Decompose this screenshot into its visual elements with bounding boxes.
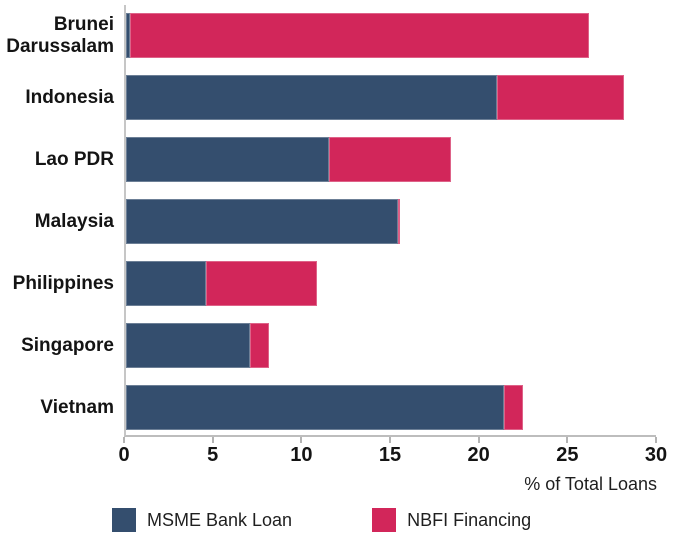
x-tick-label-5: 5 <box>207 444 219 466</box>
bar-row-singapore <box>126 323 656 368</box>
plot-region: Brunei Darussalam Indonesia Lao PDR Malaysi… <box>0 5 673 437</box>
stacked-bar-indonesia <box>126 75 656 120</box>
bar-row-philippines <box>126 261 656 306</box>
nbfi-color-swatch <box>372 508 397 532</box>
bar-segment-msme-bank-loan-brunei-darussalam <box>126 13 130 58</box>
legend-item-nbfi: NBFI Financing <box>372 508 531 532</box>
bar-row-brunei-darussalam <box>126 13 656 58</box>
category-label-vietnam: Vietnam <box>40 396 114 418</box>
x-tick-5 <box>211 437 214 443</box>
bar-segment-msme-bank-loan-philippines <box>126 261 206 306</box>
x-tick-label-0: 0 <box>118 444 130 466</box>
bar-segment-nbfi-financing-vietnam <box>504 385 524 430</box>
bar-row-malaysia <box>126 199 656 244</box>
legend-label-msme: MSME Bank Loan <box>147 509 293 530</box>
bar-segment-msme-bank-loan-indonesia <box>126 75 497 120</box>
stacked-bar-philippines <box>126 261 656 306</box>
x-tick-label-25: 25 <box>556 444 579 466</box>
stacked-bar-singapore <box>126 323 656 368</box>
category-label-malaysia: Malaysia <box>34 210 114 232</box>
x-tick-20 <box>477 437 480 443</box>
bar-segment-msme-bank-loan-vietnam <box>126 385 505 430</box>
x-tick-label-10: 10 <box>290 444 313 466</box>
stacked-bar-vietnam <box>126 385 656 430</box>
bars-area <box>124 5 656 437</box>
legend-item-msme: MSME Bank Loan <box>112 508 292 532</box>
stacked-bar-malaysia <box>126 199 656 244</box>
category-label-brunei-darussalam: Brunei Darussalam <box>6 13 114 57</box>
category-labels: Brunei Darussalam Indonesia Lao PDR Malaysi… <box>0 5 124 437</box>
x-tick-label-30: 30 <box>644 444 668 466</box>
bar-segment-nbfi-financing-malaysia <box>398 199 400 244</box>
category-label-lao-pdr: Lao PDR <box>34 148 114 170</box>
x-tick-25 <box>566 437 569 443</box>
bar-segment-nbfi-financing-philippines <box>205 261 317 306</box>
category-label-singapore: Singapore <box>21 334 114 356</box>
x-tick-30 <box>655 437 657 443</box>
x-tick-15 <box>389 437 391 443</box>
bar-segment-nbfi-financing-indonesia <box>497 75 625 120</box>
bar-row-vietnam <box>126 385 656 430</box>
x-axis-title: % of Total Loans <box>524 474 657 494</box>
category-label-indonesia: Indonesia <box>25 86 114 108</box>
x-tick-label-20: 20 <box>467 444 490 466</box>
bar-segment-msme-bank-loan-malaysia <box>126 199 399 244</box>
x-tick-0 <box>123 437 125 443</box>
bar-row-lao-pdr <box>126 137 656 182</box>
stacked-bar-brunei-darussalam <box>126 13 656 58</box>
stacked-bar-lao-pdr <box>126 137 656 182</box>
legend: MSME Bank Loan NBFI Financing <box>0 508 673 532</box>
bar-segment-msme-bank-loan-singapore <box>126 323 250 368</box>
x-axis: 0 5 10 15 20 25 30 <box>118 437 667 471</box>
bar-segment-nbfi-financing-lao-pdr <box>329 137 452 182</box>
category-label-philippines: Philippines <box>12 272 114 294</box>
bar-row-indonesia <box>126 75 656 120</box>
bar-segment-msme-bank-loan-lao-pdr <box>126 137 330 182</box>
bar-segment-nbfi-financing-singapore <box>249 323 270 368</box>
x-tick-10 <box>300 437 303 443</box>
x-tick-label-15: 15 <box>378 444 402 466</box>
msme-color-swatch <box>112 508 136 532</box>
bar-segment-nbfi-financing-brunei-darussalam <box>129 13 589 58</box>
legend-label-nbfi: NBFI Financing <box>407 509 532 530</box>
